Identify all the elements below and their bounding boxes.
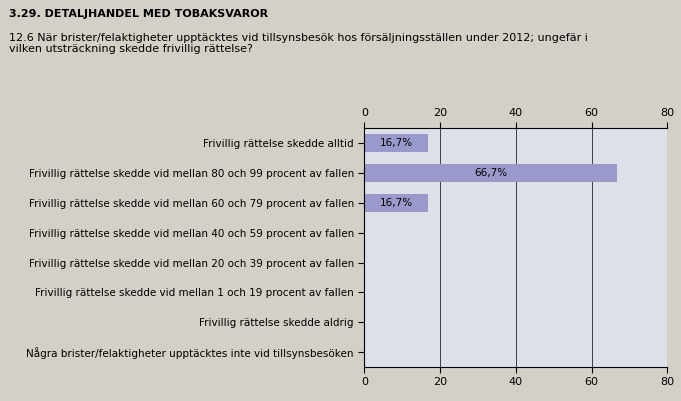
Text: 16,7%: 16,7% (379, 198, 413, 208)
Text: 3.29. DETALJHANDEL MED TOBAKSVAROR: 3.29. DETALJHANDEL MED TOBAKSVAROR (9, 9, 268, 19)
Bar (364, 134, 428, 152)
Bar (364, 164, 617, 182)
Text: 66,7%: 66,7% (474, 168, 507, 178)
Text: 12.6 När brister/felaktigheter upptäcktes vid tillsynsbesök hos försäljningsstäl: 12.6 När brister/felaktigheter upptäckte… (9, 33, 588, 55)
Text: 16,7%: 16,7% (379, 138, 413, 148)
Bar (364, 194, 428, 212)
